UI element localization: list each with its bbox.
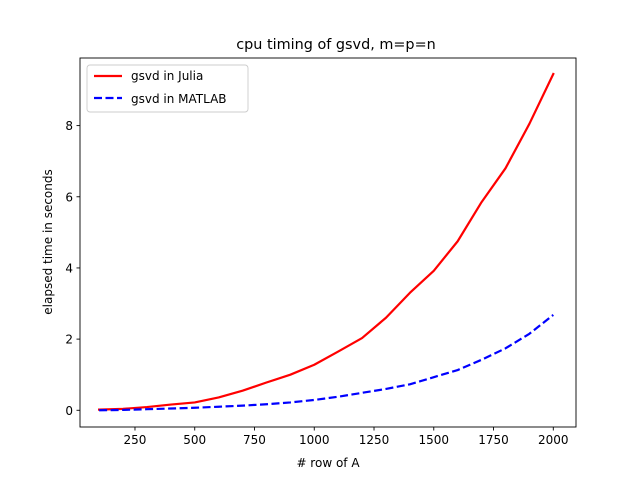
y-tick-label: 6 [65, 190, 73, 204]
chart-title: cpu timing of gsvd, m=p=n [236, 37, 436, 53]
legend-label-matlab: gsvd in MATLAB [131, 92, 227, 106]
x-tick-label: 1000 [299, 433, 330, 447]
y-axis-ticks: 0 2 4 6 8 [65, 119, 80, 418]
series-line-julia [97, 72, 555, 411]
axes-frame [79, 57, 577, 428]
y-axis-label: elapsed time in seconds [41, 169, 55, 314]
y-tick-label: 8 [65, 119, 73, 133]
y-tick-label: 4 [65, 261, 73, 275]
x-tick-label: 750 [243, 433, 266, 447]
plot-lines [97, 72, 555, 412]
legend-label-julia: gsvd in Julia [131, 69, 203, 83]
x-axis-label: # row of A [296, 456, 360, 470]
legend-box [86, 64, 249, 113]
y-tick-label: 2 [65, 333, 73, 347]
x-tick-label: 500 [183, 433, 206, 447]
x-tick-label: 1250 [359, 433, 390, 447]
series-line-matlab [99, 314, 554, 412]
x-tick-label: 2000 [538, 433, 569, 447]
x-tick-label: 1500 [419, 433, 450, 447]
x-axis-ticks: 250 500 750 1000 1250 1500 1750 2000 [124, 427, 569, 447]
y-tick-label: 0 [65, 404, 73, 418]
legend: gsvd in Julia gsvd in MATLAB [86, 64, 249, 113]
x-tick-label: 1750 [478, 433, 509, 447]
x-tick-label: 250 [124, 433, 147, 447]
